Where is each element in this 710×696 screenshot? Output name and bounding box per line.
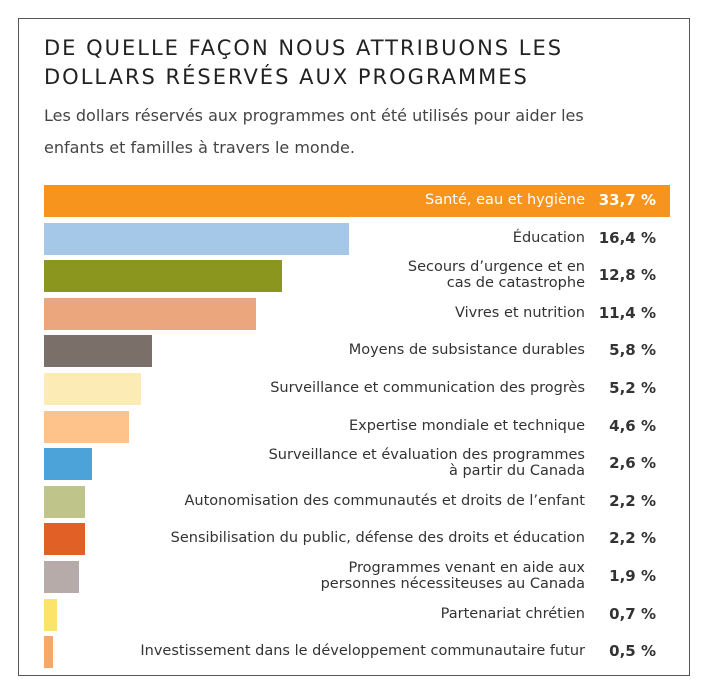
bar-label: Investissement dans le développement com… (140, 643, 585, 659)
value-label: 11,4 % (598, 303, 656, 322)
bar-label-line: Éducation (512, 229, 585, 246)
bar (44, 373, 141, 405)
bar (44, 222, 349, 255)
bar-label: Vivres et nutrition (455, 305, 585, 321)
bar-label-line: Sensibilisation du public, défense des d… (170, 530, 585, 547)
bar-label: Santé, eau et hygiène (425, 192, 585, 208)
bar-label: Partenariat chrétien (441, 606, 585, 622)
value-label: 2,2 % (609, 491, 656, 510)
bar-label-line: Partenariat chrétien (440, 605, 585, 622)
value-label: 12,8 % (598, 266, 656, 285)
bar-label-line: cas de catastrophe (446, 275, 585, 292)
bar (44, 561, 80, 593)
chart-subtitle: Les dollars réservés aux programmes ont … (44, 106, 584, 125)
bar-label: Autonomisation des communautés et droits… (185, 493, 585, 509)
value-label: 16,4 % (598, 228, 656, 247)
bar-label: Expertise mondiale et technique (349, 418, 585, 434)
value-label: 4,6 % (609, 416, 656, 435)
bar-label: Programmes venant en aide aux personnes n… (321, 560, 585, 592)
bar-label: Surveillance et évaluation des programme… (269, 447, 585, 479)
chart-subtitle: enfants et familles à travers le monde. (44, 138, 355, 157)
bar (44, 260, 282, 293)
bar-label-line: Surveillance et évaluation des programme… (268, 447, 585, 464)
bar (44, 448, 93, 481)
chart-title: DE QUELLE FAÇON NOUS ATTRIBUONS LES (44, 36, 564, 60)
value-label: 0,7 % (609, 604, 656, 623)
value-label: 5,2 % (609, 379, 656, 397)
bar-label-line: Surveillance et communication des progrè… (270, 380, 585, 396)
bar (44, 598, 57, 631)
bar-label-line: Autonomisation des communautés et droits… (184, 492, 585, 509)
bar (44, 523, 85, 556)
bar (44, 636, 54, 669)
bar-label: Éducation (513, 230, 585, 246)
frame (18, 18, 690, 676)
value-label: 2,2 % (609, 529, 656, 548)
bar-label: Moyens de subsistance durables (349, 342, 585, 358)
bar-label-line: Secours d’urgence et en (407, 259, 585, 276)
bar-label-line: Vivres et nutrition (455, 304, 585, 321)
value-label: 33,7 % (598, 191, 656, 209)
bar (44, 485, 85, 518)
value-label: 1,9 % (609, 567, 656, 585)
bar-label-line: à partir du Canada (448, 463, 585, 480)
bar (44, 335, 152, 368)
bar (44, 297, 256, 330)
bar-label-line: personnes nécessiteuses au Canada (320, 576, 585, 592)
bar (44, 185, 670, 217)
value-label: 2,6 % (609, 454, 656, 473)
bar-label-line: Investissement dans le développement com… (140, 643, 585, 660)
bar-label: Secours d’urgence et en cas de catastroph… (408, 259, 585, 291)
value-label: 0,5 % (609, 642, 656, 661)
bar-label-line: Santé, eau et hygiène (425, 192, 585, 208)
bar-label: Sensibilisation du public, défense des d… (171, 530, 585, 546)
bar-label-line: Moyens de subsistance durables (348, 342, 585, 359)
bar-label-line: Expertise mondiale et technique (348, 417, 585, 434)
bar (44, 410, 130, 443)
bar-label-line: Programmes venant en aide aux (348, 560, 585, 576)
value-label: 5,8 % (609, 341, 656, 360)
bar-label: Surveillance et communication des progrè… (270, 380, 585, 396)
chart-title: DOLLARS RÉSERVÉS AUX PROGRAMMES (44, 65, 529, 89)
